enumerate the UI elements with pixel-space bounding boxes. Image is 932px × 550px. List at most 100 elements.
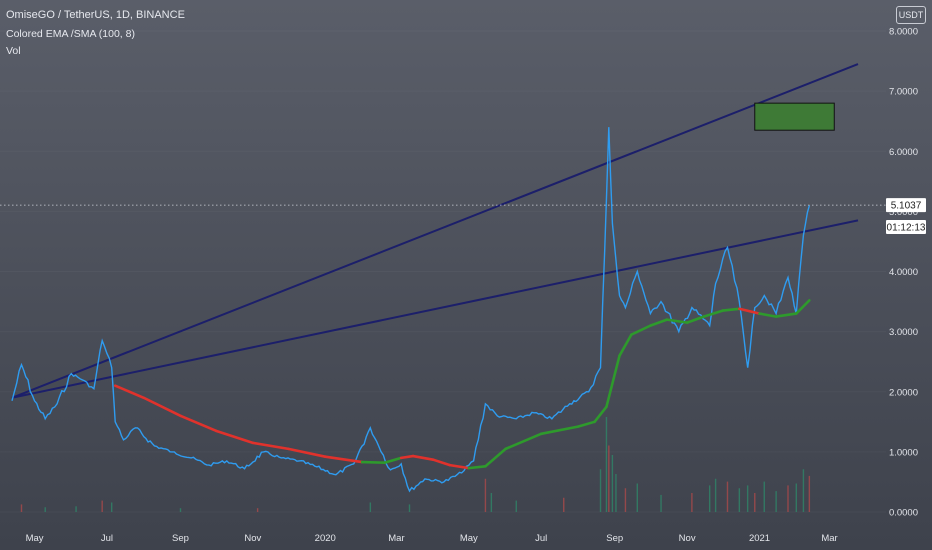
price-line bbox=[11, 127, 811, 493]
ema-segment bbox=[593, 405, 608, 424]
ema-segment bbox=[738, 307, 761, 315]
volume-bar bbox=[101, 500, 103, 512]
y-tick-label: 0.0000 bbox=[889, 508, 918, 519]
volume-bar bbox=[20, 504, 23, 512]
volume-bar bbox=[44, 507, 46, 512]
ema-segment bbox=[287, 447, 327, 458]
ema-segment bbox=[539, 425, 580, 436]
ema-segment bbox=[774, 312, 798, 318]
y-tick-label: 3.0000 bbox=[889, 327, 918, 338]
x-tick-label: Sep bbox=[606, 533, 623, 544]
ema-segment bbox=[179, 414, 218, 433]
symbol-title[interactable]: OmiseGO / TetherUS, 1D, BINANCE bbox=[6, 9, 185, 21]
x-tick-label: 2020 bbox=[315, 533, 336, 544]
x-tick-label: Sep bbox=[172, 533, 189, 544]
volume-bar bbox=[369, 502, 372, 512]
volume-bar bbox=[408, 504, 411, 512]
ema-segment bbox=[323, 455, 364, 464]
x-tick-label: Mar bbox=[821, 533, 837, 544]
ema-segment bbox=[685, 315, 706, 324]
ema-segment bbox=[448, 463, 471, 470]
ema-segment bbox=[576, 420, 596, 428]
volume-bar bbox=[599, 469, 602, 512]
ema-segment bbox=[618, 333, 633, 357]
y-tick-label: 1.0000 bbox=[889, 447, 918, 458]
ema-segment bbox=[431, 458, 452, 467]
x-tick-label: Nov bbox=[244, 533, 261, 544]
volume-label[interactable]: Vol bbox=[6, 45, 21, 57]
volume-bar bbox=[754, 493, 756, 512]
trendlines bbox=[11, 63, 859, 399]
volume-bar bbox=[256, 508, 259, 512]
volume-bar bbox=[714, 478, 717, 512]
grid bbox=[0, 31, 886, 512]
trendline bbox=[11, 63, 859, 399]
ema-segment bbox=[383, 456, 403, 464]
ema-segment bbox=[411, 454, 435, 461]
x-tick-label: May bbox=[26, 533, 44, 544]
ema-segment bbox=[665, 318, 689, 324]
volume-bar bbox=[763, 481, 765, 512]
volume-bar bbox=[608, 445, 610, 512]
ema-line bbox=[113, 299, 811, 470]
price-tag-value: 5.1037 bbox=[891, 201, 922, 212]
y-tick-label: 7.0000 bbox=[889, 87, 918, 98]
x-tick-label: 2021 bbox=[749, 533, 770, 544]
volume-bar bbox=[515, 500, 517, 512]
y-tick-label: 8.0000 bbox=[889, 27, 918, 38]
volume-bar bbox=[179, 508, 182, 512]
ema-segment bbox=[721, 307, 741, 312]
y-axis: 0.0000 1.0000 2.0000 3.0000 4.0000 5.0000 6.00… bbox=[889, 27, 918, 519]
trendline bbox=[11, 219, 859, 399]
volume-bar bbox=[636, 483, 639, 512]
x-tick-label: Mar bbox=[388, 533, 404, 544]
ema-segment bbox=[504, 432, 543, 451]
volume-bar bbox=[795, 483, 798, 512]
price-tag: 5.1037 01:12:13 bbox=[886, 198, 926, 234]
x-axis: May Jul Sep Nov 2020 Mar May Jul Sep Nov 2021 Mar bbox=[26, 533, 838, 544]
volume-bar bbox=[615, 474, 617, 512]
y-tick-label: 4.0000 bbox=[889, 267, 918, 278]
volume-bar bbox=[708, 485, 711, 512]
volume-bar bbox=[611, 455, 614, 512]
volume-bar bbox=[484, 478, 487, 512]
volume-bar bbox=[660, 494, 662, 512]
target-zone bbox=[754, 102, 835, 131]
volume-bar bbox=[490, 493, 493, 512]
volume-bar bbox=[746, 485, 749, 512]
ema-segment bbox=[360, 460, 386, 464]
volume-bar bbox=[563, 497, 565, 512]
indicator-label[interactable]: Colored EMA /SMA (100, 8) bbox=[6, 28, 135, 40]
ema-segment bbox=[399, 454, 415, 460]
ema-segment bbox=[605, 354, 621, 409]
y-tick-label: 2.0000 bbox=[889, 387, 918, 398]
volume-bar bbox=[802, 469, 805, 512]
ema-segment bbox=[758, 312, 778, 318]
ema-segment bbox=[251, 441, 290, 451]
volume-bar bbox=[738, 488, 741, 512]
volume-bar bbox=[726, 481, 729, 512]
ema-segment bbox=[484, 447, 507, 468]
x-tick-label: Nov bbox=[679, 533, 696, 544]
x-tick-label: Jul bbox=[101, 533, 113, 544]
volume-bar bbox=[775, 491, 777, 512]
currency-button[interactable]: USDT bbox=[896, 6, 926, 24]
volume-bar bbox=[787, 485, 789, 512]
x-tick-label: Jul bbox=[535, 533, 547, 544]
x-tick-label: May bbox=[460, 533, 478, 544]
volume-bar bbox=[624, 488, 627, 512]
volume-bar bbox=[691, 493, 693, 512]
ema-segment bbox=[113, 384, 146, 400]
y-tick-label: 5.0000 bbox=[889, 207, 918, 218]
ema-segment bbox=[467, 465, 487, 470]
ema-segment bbox=[142, 396, 182, 418]
volume-bar bbox=[75, 506, 77, 512]
y-tick-label: 6.0000 bbox=[889, 147, 918, 158]
volume-bars bbox=[20, 417, 811, 512]
price-tag-countdown: 01:12:13 bbox=[887, 223, 926, 234]
volume-bar bbox=[808, 475, 811, 512]
ema-segment bbox=[702, 309, 725, 318]
volume-bar bbox=[110, 502, 113, 512]
